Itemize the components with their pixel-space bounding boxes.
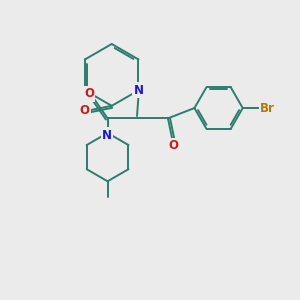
Text: N: N [102, 129, 112, 142]
Text: Br: Br [260, 101, 275, 115]
Text: N: N [134, 84, 143, 97]
Text: O: O [169, 139, 178, 152]
Text: O: O [84, 87, 94, 101]
Text: O: O [79, 104, 89, 117]
